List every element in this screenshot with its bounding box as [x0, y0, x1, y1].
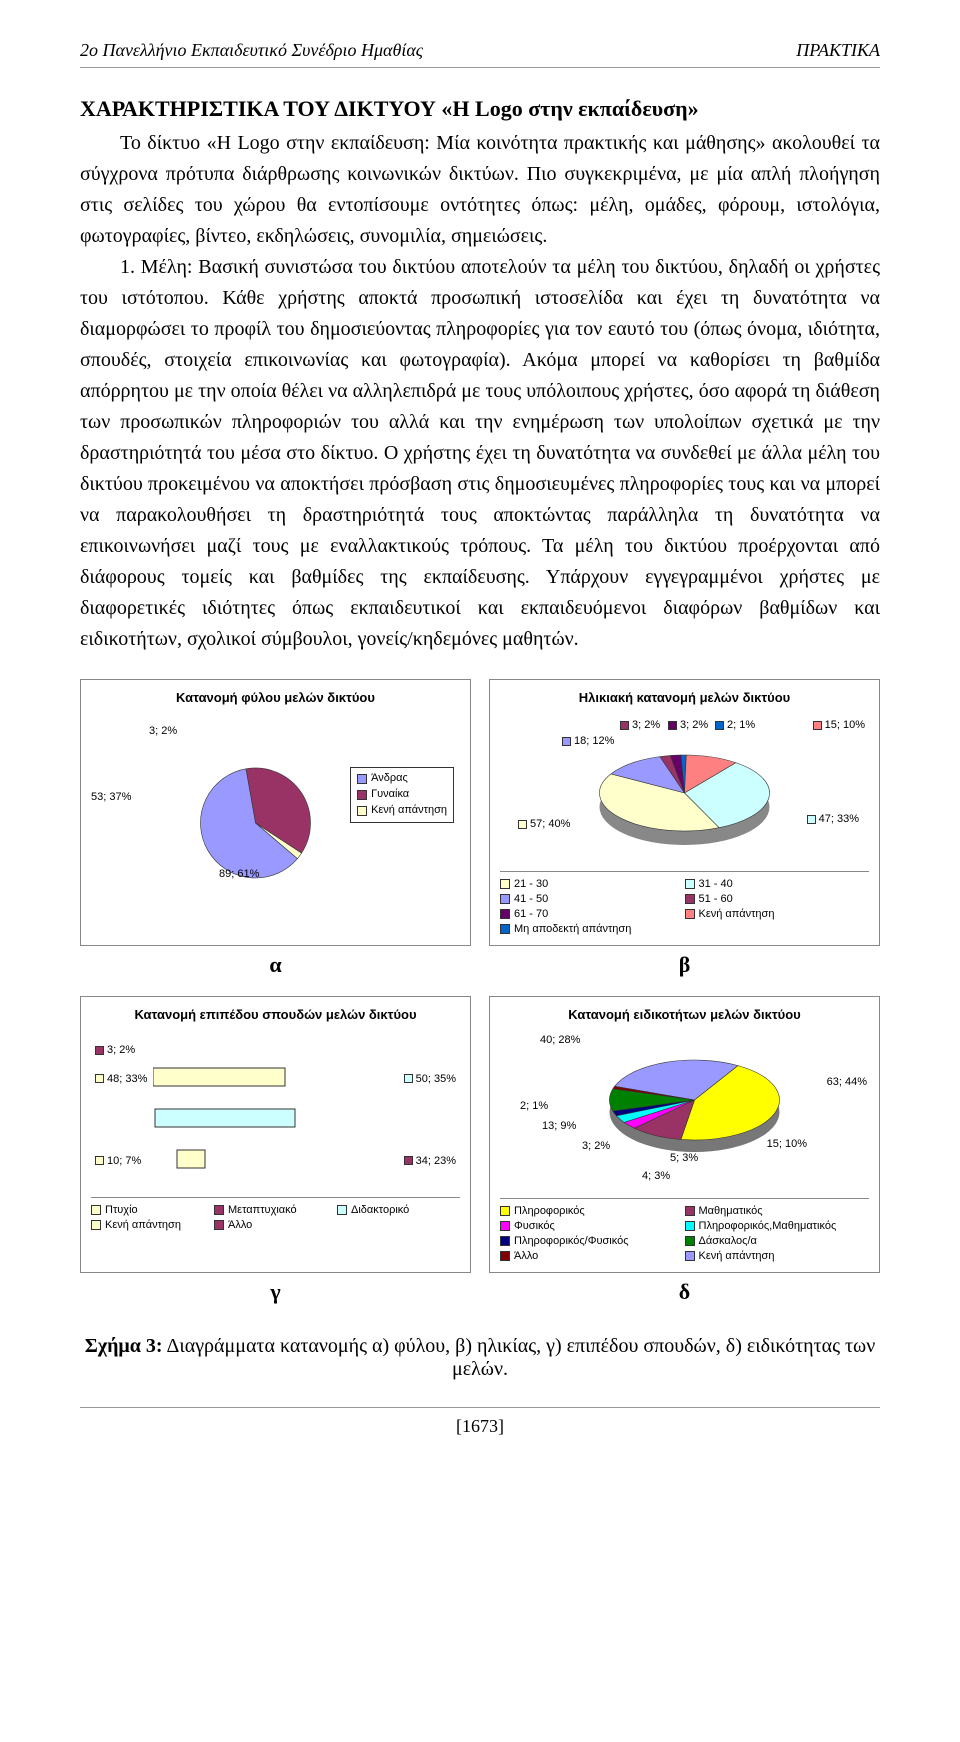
chart-a-label-female: 53; 37% [91, 791, 131, 803]
chart-a-title: Κατανομή φύλου μελών δικτύου [91, 690, 460, 705]
chart-a-gender-pie: Κατανομή φύλου μελών δικτύου 3; 2% 53; 3… [80, 679, 471, 946]
chart-b-label: 18; 12% [562, 735, 614, 747]
chart-b-label: 57; 40% [518, 818, 570, 830]
header-left: 2o Πανελλήνιο Εκπαιδευτικό Συνέδριο Ημαθ… [80, 40, 423, 61]
section-heading: ΧΑΡΑΚΤΗΡΙΣΤΙΚΑ ΤΟΥ ΔΙΚΤΥΟΥ «Η Logo στην … [80, 96, 880, 122]
chart-b-label: 3; 2% [620, 719, 660, 731]
chart-b-legend: 21 - 30 31 - 40 41 - 50 51 - 60 61 - 70 … [500, 871, 869, 935]
chart-d-label: 63; 44% [827, 1076, 867, 1088]
legend-label: Γυναίκα [371, 788, 409, 801]
chart-d-label: 4; 3% [642, 1170, 670, 1182]
chart-b-label: 2; 1% [715, 719, 755, 731]
legend-label: Κενή απάντηση [371, 804, 447, 817]
chart-d-specialty-pie: Κατανομή ειδικοτήτων μελών δικτύου 40; 2… [489, 996, 880, 1273]
chart-d-label: 2; 1% [520, 1100, 548, 1112]
chart-d-label: 5; 3% [670, 1152, 698, 1164]
chart-b-title: Ηλικιακή κατανομή μελών δικτύου [500, 690, 869, 705]
list-item-1: 1. Μέλη: Βασική συνιστώσα του δικτύου απ… [80, 252, 880, 655]
page-number: [1673] [80, 1407, 880, 1437]
figure-caption: Σχήμα 3: Διαγράμματα κατανομής α) φύλου,… [80, 1335, 880, 1381]
chart-c-education-bars: Κατανομή επιπέδου σπουδών μελών δικτύου … [80, 996, 471, 1273]
legend-label: Άνδρας [371, 772, 408, 785]
legend-swatch [357, 774, 367, 784]
chart-b-age-pie: Ηλικιακή κατανομή μελών δικτύου 3; 2% 3;… [489, 679, 880, 946]
panel-letter-d: δ [489, 1279, 880, 1305]
chart-b-label: 47; 33% [807, 813, 859, 825]
legend-swatch [357, 790, 367, 800]
chart-d-label: 40; 28% [540, 1034, 580, 1046]
panel-letter-b: β [489, 952, 880, 978]
chart-d-label: 3; 2% [582, 1140, 610, 1152]
chart-c-legend: Πτυχίο Μεταπτυχιακό Διδακτορικό Κενή απά… [91, 1197, 460, 1231]
panel-letter-c: γ [80, 1279, 471, 1305]
chart-a-legend: Άνδρας Γυναίκα Κενή απάντηση [350, 767, 454, 823]
chart-d-legend: Πληροφορικός Μαθηματικός Φυσικός Πληροφο… [500, 1198, 869, 1262]
intro-paragraph: Το δίκτυο «Η Logo στην εκπαίδευση: Μία κ… [80, 128, 880, 252]
chart-b-label: 3; 2% [668, 719, 708, 731]
chart-d-title: Κατανομή ειδικοτήτων μελών δικτύου [500, 1007, 869, 1022]
chart-b-label: 15; 10% [813, 719, 865, 731]
chart-c-title: Κατανομή επιπέδου σπουδών μελών δικτύου [91, 1007, 460, 1022]
chart-a-label-male: 89; 61% [219, 868, 259, 880]
chart-d-label: 13; 9% [542, 1120, 576, 1132]
legend-swatch [357, 806, 367, 816]
header-right: ΠΡΑΚΤΙΚΑ [796, 40, 880, 61]
page-header: 2o Πανελλήνιο Εκπαιδευτικό Συνέδριο Ημαθ… [80, 40, 880, 68]
chart-a-label-none: 3; 2% [149, 725, 177, 737]
chart-d-label: 15; 10% [767, 1138, 807, 1150]
panel-letter-a: α [80, 952, 471, 978]
